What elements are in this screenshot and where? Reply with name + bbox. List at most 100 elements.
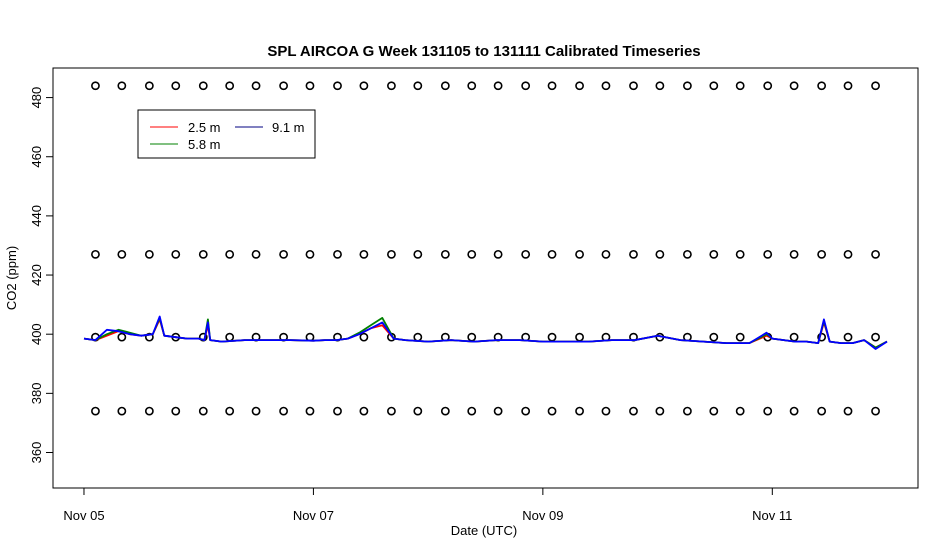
marker-point (440, 406, 450, 416)
marker-point (91, 249, 100, 259)
marker-point (547, 332, 557, 342)
x-axis-label: Date (UTC) (451, 523, 517, 538)
marker-point (413, 332, 423, 342)
series-lines (83, 315, 888, 350)
marker-point (629, 249, 638, 259)
y-tick-label: 380 (29, 383, 44, 405)
marker-point (683, 249, 692, 259)
marker-point (305, 406, 315, 416)
x-tick-label: Nov 11 (752, 508, 792, 523)
marker-point (117, 81, 127, 91)
marker-point (251, 406, 261, 416)
marker-point (493, 81, 503, 91)
marker-point (817, 249, 827, 259)
marker-point (387, 249, 396, 259)
marker-point (735, 332, 745, 342)
marker-point (467, 249, 477, 259)
marker-point (333, 249, 342, 259)
marker-point (601, 81, 611, 91)
marker-point (601, 406, 611, 416)
marker-point (709, 406, 719, 416)
marker-point (817, 81, 827, 91)
marker-point (547, 249, 557, 259)
marker-point (171, 406, 181, 416)
marker-point (198, 81, 208, 91)
marker-point (467, 406, 477, 416)
x-tick-label: Nov 09 (522, 508, 563, 523)
marker-point (144, 406, 154, 416)
y-axis-label: CO2 (ppm) (4, 246, 19, 310)
marker-point (789, 81, 799, 91)
marker-point (843, 406, 853, 416)
legend-box (137, 109, 316, 159)
marker-point (305, 81, 315, 91)
marker-point (144, 332, 154, 342)
marker-point (279, 249, 288, 259)
y-tick-label: 440 (29, 205, 44, 227)
marker-point (171, 81, 181, 91)
marker-point (117, 406, 127, 416)
marker-point (709, 249, 719, 259)
marker-point (387, 406, 396, 416)
marker-point (225, 81, 235, 91)
marker-point (655, 406, 665, 416)
marker-point (198, 332, 208, 342)
marker-point (225, 406, 235, 416)
marker-point (655, 249, 665, 259)
marker-point (251, 81, 261, 91)
marker-point (683, 81, 692, 91)
marker-point (413, 81, 423, 91)
marker-point (575, 81, 584, 91)
plot-frame (52, 67, 919, 489)
marker-point (843, 332, 853, 342)
marker-point (144, 249, 154, 259)
y-axis: 360 380 400 420 440 460 480 (29, 87, 53, 463)
marker-point (575, 249, 584, 259)
marker-point (763, 406, 773, 416)
marker-point (709, 332, 719, 342)
marker-point (683, 406, 692, 416)
marker-point (225, 332, 235, 342)
marker-point (359, 332, 369, 342)
marker-point (575, 332, 584, 342)
marker-point (655, 81, 665, 91)
marker-point (333, 81, 342, 91)
marker-point (521, 81, 531, 91)
marker-point (387, 81, 396, 91)
marker-point (871, 332, 880, 342)
marker-point (735, 81, 745, 91)
marker-point (440, 249, 450, 259)
marker-point (629, 406, 638, 416)
legend-label-5-8m: 5.8 m (188, 137, 221, 152)
marker-point (413, 249, 423, 259)
y-tick-label: 400 (29, 323, 44, 345)
marker-point (871, 81, 880, 91)
marker-point (763, 81, 773, 91)
marker-point (198, 406, 208, 416)
marker-point (440, 81, 450, 91)
marker-point (843, 81, 853, 91)
marker-point (198, 249, 208, 259)
legend-label-2-5m: 2.5 m (188, 120, 221, 135)
marker-point (493, 406, 503, 416)
marker-point (333, 406, 342, 416)
marker-point (547, 406, 557, 416)
marker-point (251, 249, 261, 259)
marker-point (467, 81, 477, 91)
marker-point (843, 249, 853, 259)
x-axis: Nov 05 Nov 07 Nov 09 Nov 11 (63, 488, 792, 523)
reference-markers (91, 81, 880, 416)
marker-point (413, 406, 423, 416)
marker-point (359, 81, 369, 91)
legend: 2.5 m 5.8 m 9.1 m (137, 109, 316, 159)
marker-point (547, 81, 557, 91)
y-tick-label: 480 (29, 87, 44, 109)
marker-point (871, 249, 880, 259)
legend-label-9-1m: 9.1 m (272, 120, 305, 135)
marker-point (467, 332, 477, 342)
marker-point (359, 406, 369, 416)
marker-point (144, 81, 154, 91)
marker-point (91, 406, 100, 416)
marker-point (871, 406, 880, 416)
